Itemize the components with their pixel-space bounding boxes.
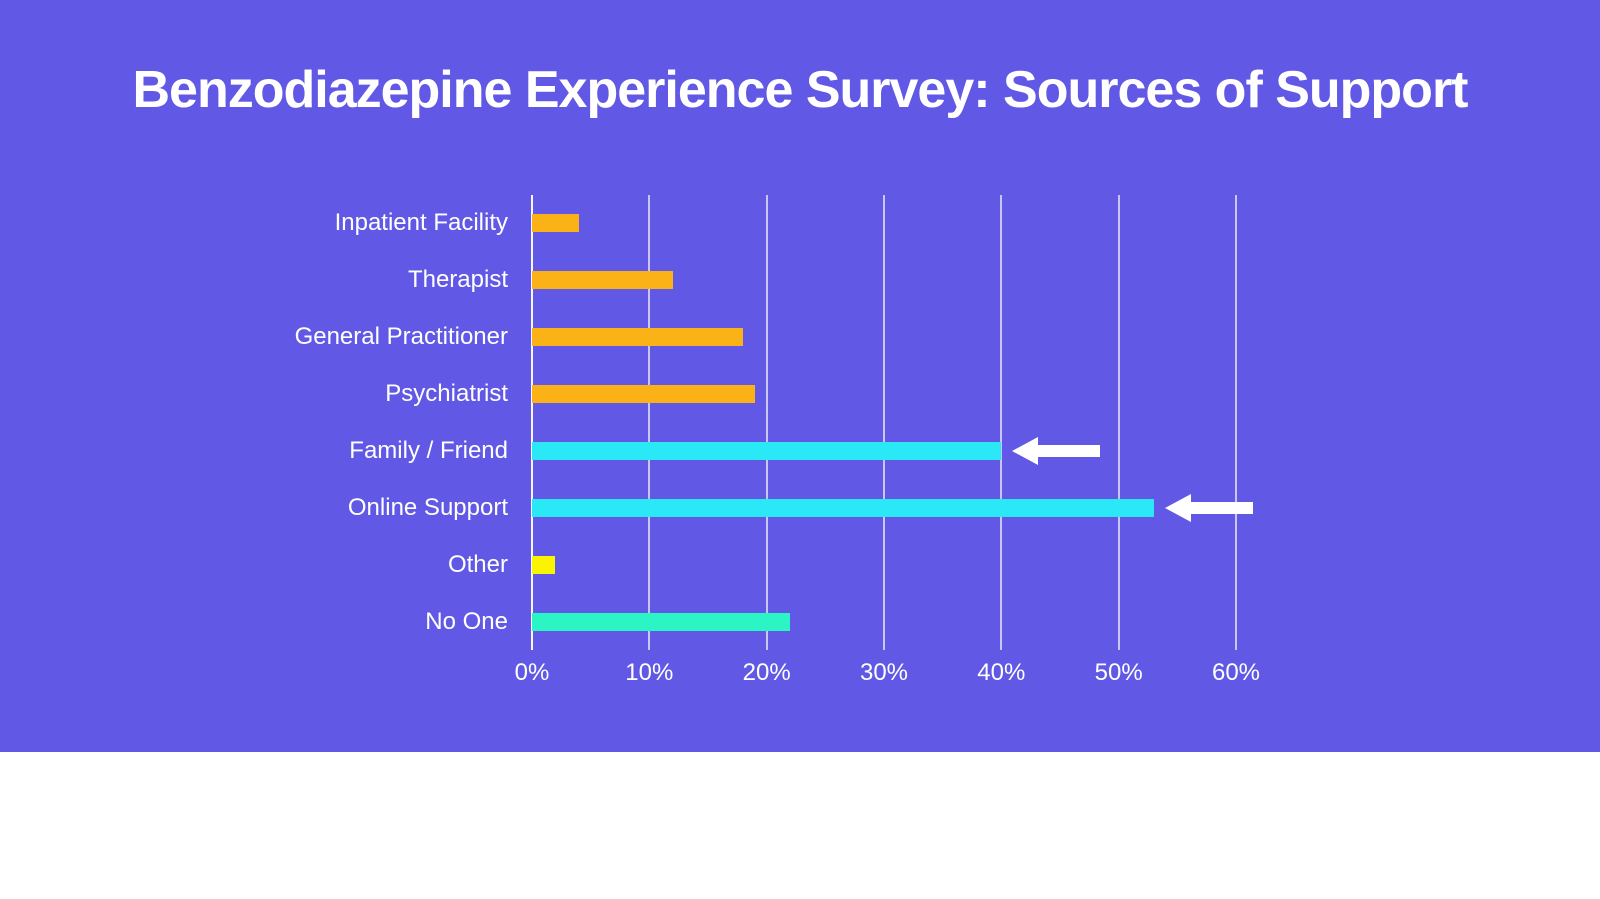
gridline-30% xyxy=(883,195,885,650)
left-arrow-icon xyxy=(1012,436,1101,465)
bar-no-one xyxy=(532,612,791,631)
x-tick-label: 0% xyxy=(514,659,550,686)
chart-title: Benzodiazepine Experience Survey: Source… xyxy=(132,61,1468,119)
category-label: Other xyxy=(447,550,508,578)
gridline-10% xyxy=(648,195,651,650)
gridline-60% xyxy=(1235,195,1237,650)
chart-panel: Benzodiazepine Experience Survey: Source… xyxy=(0,0,1600,752)
category-label: Inpatient Facility xyxy=(334,209,508,237)
category-axis: Inpatient Facility Therapist General Pract… xyxy=(0,195,508,650)
category-label: No One xyxy=(425,607,508,635)
bar-general-practitioner xyxy=(532,328,744,347)
x-tick-label: 20% xyxy=(742,659,791,686)
bar-online-support xyxy=(532,498,1154,517)
gridline-40% xyxy=(1000,195,1003,650)
x-tick-label: 10% xyxy=(625,659,674,686)
gridline-0% xyxy=(531,195,533,650)
category-label: Psychiatrist xyxy=(385,380,508,408)
x-tick-label: 50% xyxy=(1094,659,1143,686)
x-tick-label: 60% xyxy=(1211,659,1261,686)
category-label: Therapist xyxy=(407,266,508,294)
gridline-50% xyxy=(1117,195,1120,650)
bar-psychiatrist xyxy=(532,385,755,404)
bar-therapist xyxy=(532,271,673,290)
plot-area xyxy=(531,195,1253,650)
bar-family-friend xyxy=(532,441,1002,460)
footer: Reid Finlayson, A. J., Macoubrie, J., Hu… xyxy=(0,752,1600,899)
x-tick-label: 30% xyxy=(859,659,909,686)
bar-other xyxy=(532,555,556,574)
x-tick-label: 40% xyxy=(977,659,1026,686)
x-axis: 0% 10% 20% 30% 40% 50% 60% xyxy=(515,659,1260,691)
category-label: General Practitioner xyxy=(294,323,508,351)
category-label: Online Support xyxy=(347,493,508,521)
left-arrow-icon xyxy=(1164,493,1253,522)
category-label: Family / Friend xyxy=(349,436,508,464)
gridline-20% xyxy=(765,195,768,650)
bar-inpatient-facility xyxy=(532,214,579,233)
